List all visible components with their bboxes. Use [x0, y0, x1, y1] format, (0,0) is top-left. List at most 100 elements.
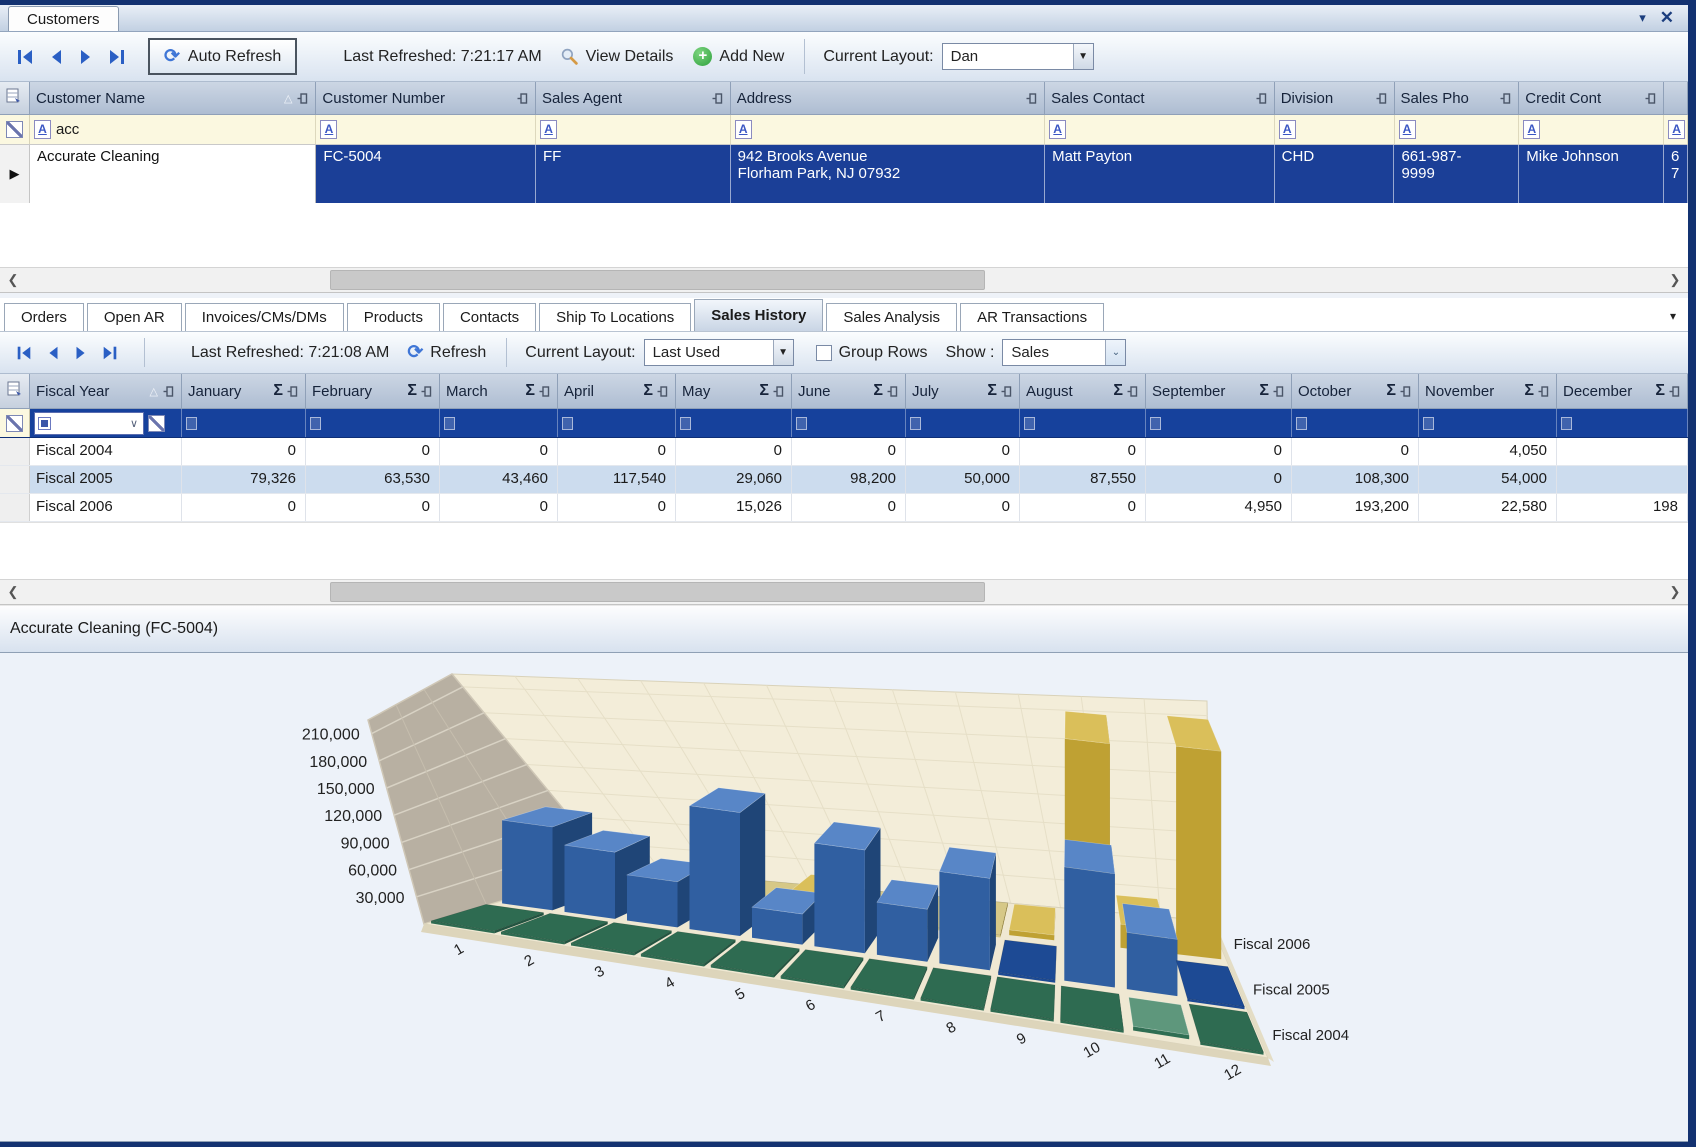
scroll-right-icon[interactable]: ❯ [1662, 268, 1688, 292]
sales-row-fiscal-2005[interactable]: Fiscal 2005 79,326 63,530 43,460 117,540 29,0… [0, 466, 1688, 494]
column-header-sales-contact[interactable]: Sales Contact [1045, 82, 1275, 114]
add-new-button[interactable]: + Add New [693, 47, 784, 66]
tab-open-ar[interactable]: Open AR [86, 303, 182, 331]
filter-cell[interactable]: A [1275, 115, 1395, 144]
column-pin-icon[interactable] [516, 92, 529, 105]
column-pin-icon[interactable] [1499, 92, 1512, 105]
filter-cell[interactable] [440, 409, 558, 437]
month-value-cell[interactable]: 4,950 [1146, 494, 1292, 521]
month-value-cell[interactable]: 0 [906, 494, 1020, 521]
column-pin-icon[interactable] [162, 385, 175, 398]
column-pin-icon[interactable] [1668, 385, 1681, 398]
fiscal-year-cell[interactable]: Fiscal 2006 [30, 494, 182, 521]
month-value-cell[interactable]: 0 [792, 494, 906, 521]
filter-cell[interactable] [306, 409, 440, 437]
month-value-cell[interactable] [1557, 438, 1688, 465]
last-record-icon[interactable] [106, 47, 128, 67]
previous-record-icon[interactable] [44, 344, 62, 362]
filter-type-icon[interactable]: A [1049, 120, 1067, 139]
column-header-july[interactable]: July Σ [906, 374, 1020, 408]
customer-cell[interactable]: Accurate Cleaning [29, 145, 317, 203]
month-value-cell[interactable]: 117,540 [558, 466, 676, 493]
column-header-credit-cont[interactable]: Credit Cont [1519, 82, 1665, 114]
column-header-address[interactable]: Address [731, 82, 1046, 114]
month-value-cell[interactable]: 0 [558, 438, 676, 465]
month-value-cell[interactable]: 0 [676, 438, 792, 465]
month-value-cell[interactable]: 0 [440, 438, 558, 465]
column-pin-icon[interactable] [1255, 92, 1268, 105]
month-value-cell[interactable]: 87,550 [1020, 466, 1146, 493]
filter-type-icon[interactable]: A [1523, 120, 1541, 139]
filter-type-icon[interactable]: A [540, 120, 558, 139]
column-pin-icon[interactable] [1644, 92, 1657, 105]
tab-orders[interactable]: Orders [4, 303, 84, 331]
group-rows-checkbox[interactable] [815, 344, 832, 361]
next-record-icon[interactable] [76, 47, 96, 67]
filter-cell[interactable]: A [1664, 115, 1688, 144]
scroll-thumb[interactable] [330, 582, 985, 602]
sales-row-fiscal-2004[interactable]: Fiscal 2004 0 0 0 0 0 0 0 0 0 0 4,050 [0, 438, 1688, 466]
column-pin-icon[interactable] [656, 385, 669, 398]
sales-row-fiscal-2006[interactable]: Fiscal 2006 0 0 0 0 15,026 0 0 0 4,950 193,200 22,5… [0, 494, 1688, 522]
column-header-division[interactable]: Division [1275, 82, 1395, 114]
filter-cell[interactable]: A [316, 115, 537, 144]
filter-type-icon[interactable]: A [1278, 120, 1296, 139]
month-value-cell[interactable]: 63,530 [306, 466, 440, 493]
column-pin-icon[interactable] [1375, 92, 1388, 105]
filter-cell[interactable]: A [1395, 115, 1520, 144]
month-value-cell[interactable]: 0 [1020, 494, 1146, 521]
filter-cell[interactable]: A [731, 115, 1046, 144]
column-header-customer-number[interactable]: Customer Number [316, 82, 537, 114]
filter-cell[interactable] [1419, 409, 1557, 437]
window-menu-icon[interactable]: ▾ [1639, 10, 1646, 25]
chevron-down-icon[interactable]: ⌄ [1105, 340, 1126, 365]
filter-edit-icon[interactable] [148, 414, 165, 432]
fiscal-year-cell[interactable]: Fiscal 2005 [30, 466, 182, 493]
customer-cell[interactable]: 942 Brooks Avenue Florham Park, NJ 07932 [731, 145, 1046, 203]
column-header-june[interactable]: June Σ [792, 374, 906, 408]
column-pin-icon[interactable] [1126, 385, 1139, 398]
tab-ar-transactions[interactable]: AR Transactions [960, 303, 1105, 331]
filter-cell[interactable] [792, 409, 906, 437]
column-header-september[interactable]: September Σ [1146, 374, 1292, 408]
customer-cell[interactable]: CHD [1275, 145, 1395, 203]
month-value-cell[interactable] [1557, 466, 1688, 493]
month-value-cell[interactable]: 198 [1557, 494, 1688, 521]
previous-record-icon[interactable] [46, 47, 66, 67]
layout-combobox[interactable]: Dan ▼ [941, 43, 1094, 70]
tab-contacts[interactable]: Contacts [442, 303, 537, 331]
column-header-august[interactable]: August Σ [1020, 374, 1146, 408]
month-value-cell[interactable]: 0 [306, 438, 440, 465]
scroll-thumb[interactable] [330, 270, 985, 290]
column-header-march[interactable]: March Σ [440, 374, 558, 408]
group-rows-toggle[interactable]: Group Rows [815, 344, 928, 362]
filter-type-icon[interactable]: A [33, 120, 51, 139]
month-value-cell[interactable]: 193,200 [1292, 494, 1419, 521]
column-pin-icon[interactable] [772, 385, 785, 398]
close-icon[interactable]: ✕ [1659, 8, 1674, 27]
filter-edit-icon[interactable] [6, 414, 23, 432]
first-record-icon[interactable] [14, 47, 36, 67]
tab-sales-analysis[interactable]: Sales Analysis [826, 303, 958, 331]
month-value-cell[interactable]: 29,060 [676, 466, 792, 493]
month-value-cell[interactable]: 0 [182, 494, 306, 521]
filter-cell[interactable] [676, 409, 792, 437]
customer-cell[interactable]: FC-5004 [316, 145, 537, 203]
month-value-cell[interactable]: 0 [792, 438, 906, 465]
month-value-cell[interactable]: 22,580 [1419, 494, 1557, 521]
month-value-cell[interactable]: 79,326 [182, 466, 306, 493]
column-pin-icon[interactable] [1025, 92, 1038, 105]
month-value-cell[interactable]: 43,460 [440, 466, 558, 493]
filter-cell[interactable]: ∨ [30, 409, 182, 437]
filter-cell[interactable]: A [1519, 115, 1665, 144]
column-pin-icon[interactable] [1272, 385, 1285, 398]
filter-cell[interactable] [1146, 409, 1292, 437]
customer-cell[interactable]: 661-987- 9999 [1394, 145, 1520, 203]
month-value-cell[interactable]: 0 [440, 494, 558, 521]
month-value-cell[interactable]: 0 [182, 438, 306, 465]
scroll-right-icon[interactable]: ❯ [1662, 580, 1688, 604]
column-header-sales-pho[interactable]: Sales Pho [1395, 82, 1520, 114]
auto-refresh-button[interactable]: ⟳ Auto Refresh [148, 38, 298, 75]
layout-combobox-2[interactable]: Last Used ▼ [643, 339, 794, 366]
